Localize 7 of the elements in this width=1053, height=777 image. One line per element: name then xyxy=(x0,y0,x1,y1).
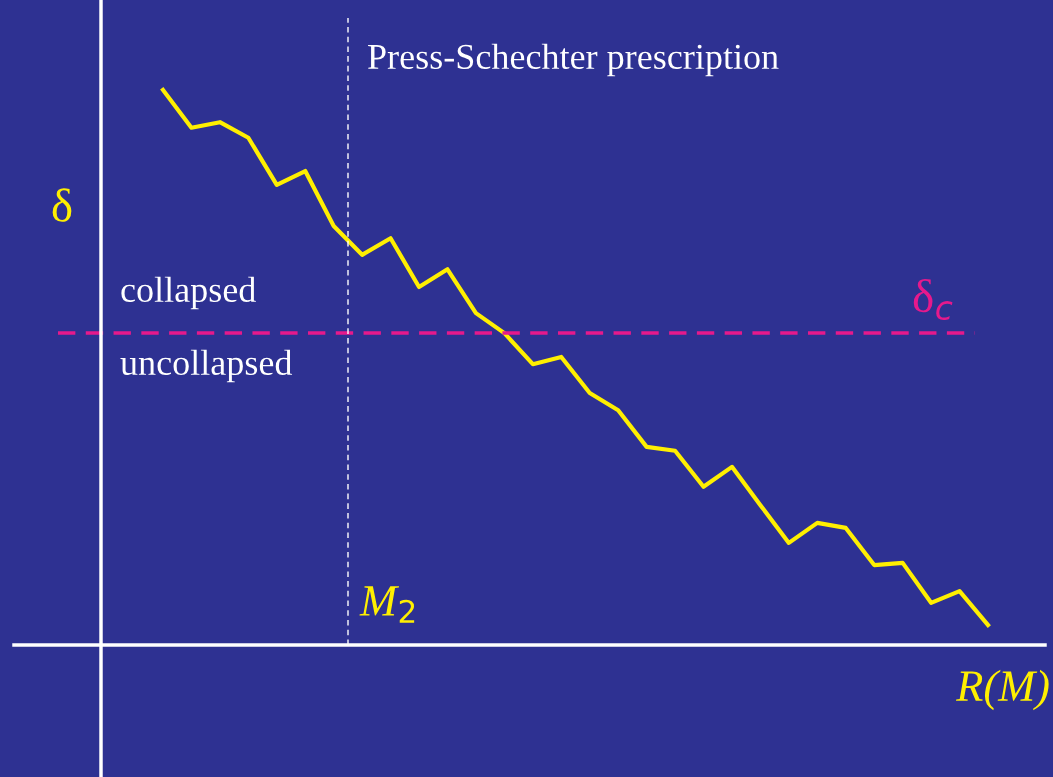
x-axis-title: R(M) xyxy=(956,669,1049,711)
annotation: uncollapsed xyxy=(120,349,293,383)
annotation: collapsed xyxy=(121,276,256,310)
ref-line-label: δ$_{c}$ xyxy=(913,278,953,321)
y-axis-title: δ xyxy=(52,188,72,222)
annotation: M$_{2}$ xyxy=(359,586,415,623)
text: Press-Schechter prescription xyxy=(368,43,779,77)
